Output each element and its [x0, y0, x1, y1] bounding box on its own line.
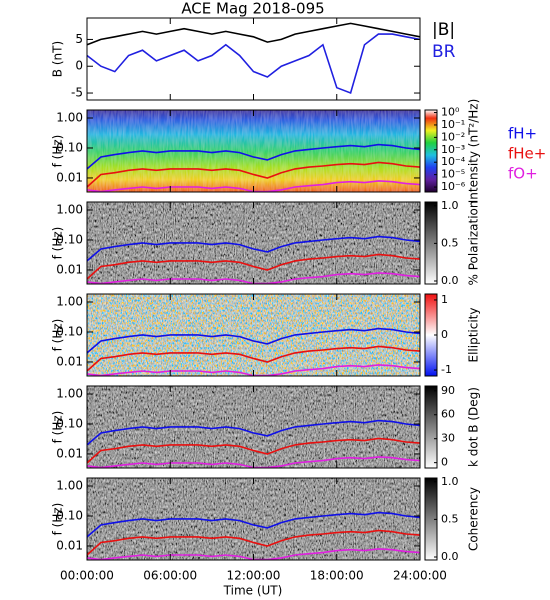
y-axis-label: f (Hz) — [51, 411, 65, 444]
y-tick-label: 0.01 — [56, 354, 83, 368]
y-tick-label: 0 — [75, 59, 83, 73]
colorbar — [424, 109, 438, 193]
y-tick-label: 0.10 — [56, 232, 83, 246]
y-tick-label: 0.10 — [56, 324, 83, 338]
series-line — [86, 529, 421, 556]
y-tick-label: 1.00 — [56, 295, 83, 309]
colorbar-tick-label: 10⁻¹ — [441, 118, 465, 131]
colorbar-tick-label: 30 — [441, 432, 455, 445]
y-axis-label: B (nT) — [51, 41, 65, 77]
y-tick-label: 0.10 — [56, 508, 83, 522]
y-tick-label: 0.10 — [56, 416, 83, 430]
x-tick-label: 18:00:00 — [310, 569, 364, 583]
series-line — [86, 22, 421, 46]
legend-entry: fO+ — [508, 165, 538, 183]
x-tick-label: 06:00:00 — [143, 569, 197, 583]
colorbar-tick-label: 10⁻⁶ — [441, 180, 466, 193]
colorbar-tick-label: 1.0 — [441, 475, 459, 488]
y-tick-label: 0.01 — [56, 446, 83, 460]
colorbar-tick-label: 10⁻⁵ — [441, 168, 465, 181]
colorbar-label: % Polarization — [467, 201, 481, 286]
legend-entry: fHe+ — [508, 145, 546, 163]
colorbar-tick-label: 0.0 — [441, 274, 459, 287]
colorbar-tick-label: 10⁻⁴ — [441, 155, 466, 168]
colorbar-tick-label: 1 — [441, 293, 448, 306]
title: ACE Mag 2018-095 — [181, 0, 324, 18]
colorbar-tick-label: 0 — [441, 328, 448, 341]
colorbar-tick-label: 0.5 — [441, 236, 459, 249]
y-tick-label: 0.01 — [56, 170, 83, 184]
y-tick-label: 0.01 — [56, 262, 83, 276]
y-axis-label: f (Hz) — [51, 503, 65, 536]
colorbar-tick-label: 10⁻³ — [441, 143, 465, 156]
legend-entry: |B| — [432, 20, 455, 40]
y-axis-label: f (Hz) — [51, 319, 65, 352]
colorbar-label: Coherency — [467, 487, 481, 551]
colorbar-tick-label: 1.0 — [441, 199, 459, 212]
y-tick-label: 1.00 — [56, 111, 83, 125]
y-axis-label: f (Hz) — [51, 227, 65, 260]
series-line — [86, 253, 421, 280]
colorbar-tick-label: 90 — [441, 384, 455, 397]
colorbar-tick-label: 0.5 — [441, 512, 459, 525]
y-tick-label: 0.10 — [56, 140, 83, 154]
colorbar — [424, 385, 438, 469]
x-tick-label: 24:00:00 — [393, 569, 447, 583]
colorbar-label: Intensity (nT²/Hz) — [467, 99, 481, 204]
y-tick-label: 1.00 — [56, 387, 83, 401]
colorbar-tick-label: 0.0 — [441, 550, 459, 563]
y-tick-label: 5 — [75, 32, 83, 46]
series-line — [86, 437, 421, 464]
x-tick-label: 00:00:00 — [60, 569, 114, 583]
series-line — [86, 143, 421, 170]
y-tick-label: 1.00 — [56, 203, 83, 217]
y-axis-label: f (Hz) — [51, 135, 65, 168]
y-tick-label: 0.01 — [56, 538, 83, 552]
x-axis-label: Time (UT) — [223, 584, 283, 598]
colorbar-tick-label: 60 — [441, 408, 455, 421]
colorbar-tick-label: -1 — [441, 363, 452, 376]
legend-entry: fH+ — [508, 125, 537, 143]
series-line — [86, 235, 421, 262]
colorbar-label: k dot B (Deg) — [467, 387, 481, 467]
legend-entry: BR — [432, 42, 456, 62]
series-line — [86, 33, 421, 95]
colorbar-tick-label: 0 — [441, 456, 448, 469]
y-tick-label: -5 — [71, 86, 83, 100]
y-tick-label: 1.00 — [56, 479, 83, 493]
series-line — [86, 419, 421, 446]
x-tick-label: 12:00:00 — [227, 569, 281, 583]
series-line — [86, 345, 421, 372]
plot-frame — [86, 17, 421, 101]
series-line — [86, 511, 421, 538]
colorbar-label: Ellipticity — [467, 308, 481, 363]
colorbar-tick-label: 10⁻² — [441, 130, 465, 143]
series-line — [86, 327, 421, 354]
series-line — [86, 161, 421, 188]
colorbar-tick-label: 10⁰ — [441, 106, 460, 119]
